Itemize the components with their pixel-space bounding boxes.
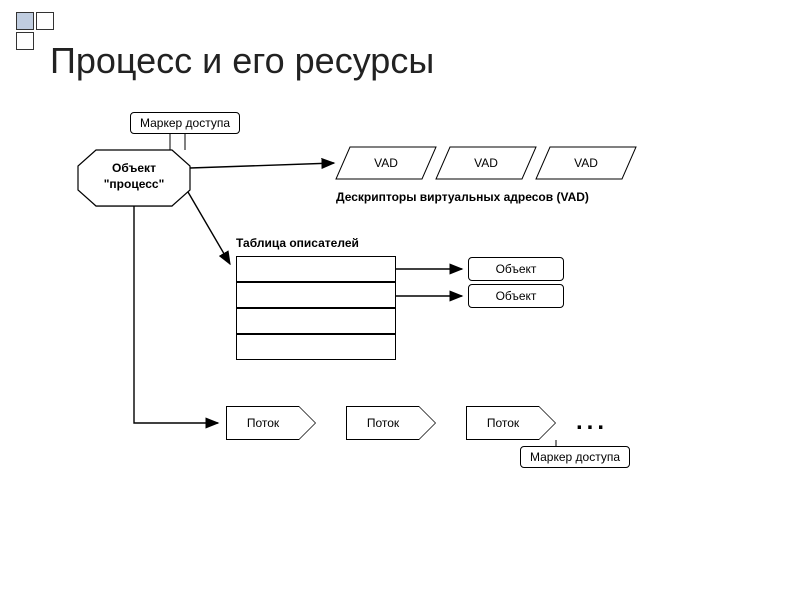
arrow-to-threads <box>134 206 218 423</box>
handle-table-caption: Таблица описателей <box>236 236 359 250</box>
arrow-to-handle-table <box>188 192 230 264</box>
access-marker-bottom: Маркер доступа <box>520 446 630 468</box>
svg-text:VAD: VAD <box>474 156 498 170</box>
svg-text:VAD: VAD <box>374 156 398 170</box>
thread-1: Поток <box>226 406 316 440</box>
access-marker-top: Маркер доступа <box>130 112 240 134</box>
threads-ellipsis: ... <box>576 408 608 436</box>
process-octagon <box>78 150 190 206</box>
thread-3: Поток <box>466 406 556 440</box>
process-diagram: Маркер доступа Дескрипторы виртуальных а… <box>0 0 800 600</box>
arrow-to-vad <box>190 163 334 168</box>
process-object-text1: Объект <box>112 161 156 175</box>
thread-label: Поток <box>466 406 539 440</box>
thread-label: Поток <box>346 406 419 440</box>
diagram-svg-layer: Объект "процесс" VAD VAD VAD <box>0 0 800 600</box>
thread-label: Поток <box>226 406 299 440</box>
process-object-text2: "процесс" <box>104 177 165 191</box>
handle-table-row <box>236 308 396 334</box>
thread-2: Поток <box>346 406 436 440</box>
handle-table-row <box>236 334 396 360</box>
object-box-2: Объект <box>468 284 564 308</box>
vad-caption: Дескрипторы виртуальных адресов (VAD) <box>336 190 589 204</box>
object-box-1: Объект <box>468 257 564 281</box>
vad-group: VAD VAD VAD <box>336 147 636 179</box>
process-object-octagon <box>80 158 188 206</box>
handle-table-row <box>236 282 396 308</box>
svg-text:VAD: VAD <box>574 156 598 170</box>
handle-table-row <box>236 256 396 282</box>
